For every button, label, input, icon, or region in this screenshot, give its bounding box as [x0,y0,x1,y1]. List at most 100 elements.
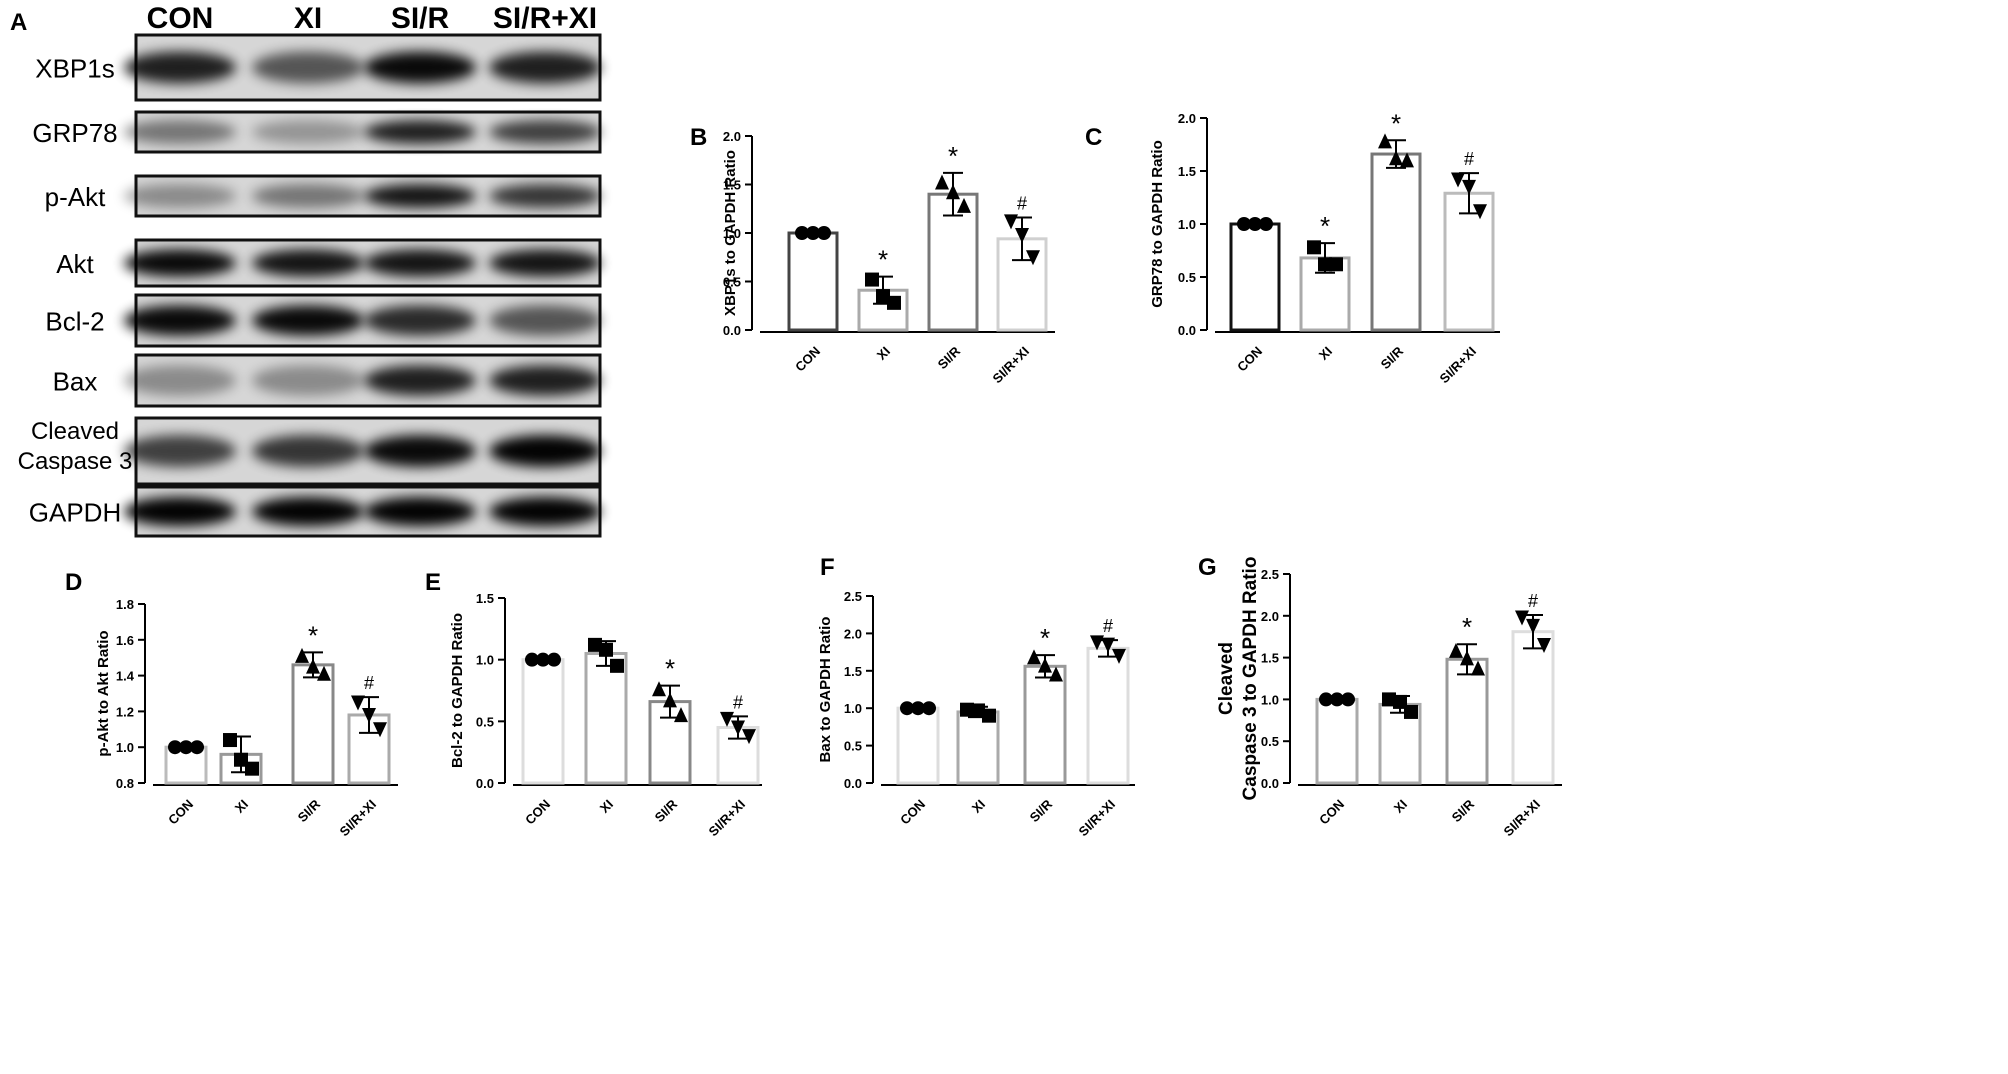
data-point [547,652,561,667]
band [124,184,236,208]
data-point [179,740,193,755]
data-point [922,701,936,716]
protein-label: GRP78 [32,118,117,148]
data-point [1330,692,1344,707]
x-tick-label: XI [1316,344,1335,363]
significance-mark: # [1017,193,1027,213]
data-point [362,707,376,723]
data-point [588,637,602,652]
band [252,435,364,467]
x-tick-label: SI/R [1449,796,1478,825]
x-tick-label: SI/R [1378,343,1407,372]
data-point [1307,240,1321,255]
data-point [168,740,182,755]
bar [521,658,565,785]
band [489,305,601,336]
band [124,120,236,144]
x-tick-label: CON [897,797,928,828]
data-point [720,711,734,727]
x-tick-label: SI/R [1027,796,1056,825]
x-tick-label: SI/R [935,343,964,372]
y-tick-label: 0.5 [476,714,494,729]
y-axis-label: Bax to GAPDH Ratio [817,617,834,763]
data-point [1259,217,1273,231]
x-tick-label: SI/R [295,796,324,825]
y-tick-label: 2.5 [844,589,862,604]
significance-mark: # [364,673,374,693]
y-tick-label: 1.6 [116,633,134,648]
data-point [1237,217,1251,231]
data-point [900,701,914,716]
x-tick-label: XI [969,797,988,816]
data-point [536,652,550,667]
data-point [190,740,204,755]
data-point [876,289,890,304]
y-tick-label: 1.5 [476,591,494,606]
panel-label: B [690,124,707,151]
data-point [317,665,331,681]
x-tick-label: SI/R+XI [990,344,1033,387]
y-tick-label: 0.5 [844,739,862,754]
y-tick-label: 0.0 [476,776,494,791]
lane-label: SI/R+XI [493,2,597,35]
data-point [960,702,974,717]
x-tick-label: CON [522,797,553,828]
data-point [234,752,248,767]
significance-mark: # [1528,591,1538,611]
data-point [887,295,901,310]
data-point [599,642,613,657]
bar [1445,657,1489,785]
y-tick-label: 0.8 [116,776,134,791]
y-tick-label: 1.4 [116,669,135,684]
data-point [1049,666,1063,682]
panel-label: A [10,9,27,36]
y-axis-label: p-Akt to Akt Ratio [95,630,112,756]
data-point [1329,257,1343,272]
protein-label: Caspase 3 [18,448,133,475]
data-point [1404,704,1418,719]
x-tick-label: CON [165,797,196,828]
x-tick-label: SI/R [652,796,681,825]
data-point [663,692,677,708]
y-tick-label: 1.8 [116,597,134,612]
significance-mark: * [878,245,888,275]
data-point [1462,179,1476,195]
protein-label: XBP1s [35,54,115,84]
data-point [935,174,949,190]
y-axis-label: Cleaved [1216,642,1237,715]
band [124,51,236,84]
band [489,184,601,208]
x-tick-label: SI/R+XI [337,797,380,840]
lane-label: CON [147,2,214,35]
x-tick-label: XI [232,797,251,816]
band [489,51,601,84]
data-point [1378,133,1392,149]
band [364,435,476,467]
band [364,51,476,84]
data-point [1393,694,1407,709]
data-point [806,226,820,240]
data-point [1526,618,1540,634]
protein-label: Akt [56,249,94,279]
data-point [1451,172,1465,188]
bar [584,652,628,785]
band [364,120,476,144]
band [489,365,601,396]
data-point [982,708,996,723]
protein-label: Bax [53,367,98,397]
y-tick-label: 1.0 [723,226,741,241]
panel-label: G [1198,554,1217,581]
data-point [795,226,809,240]
band [489,435,601,467]
x-tick-label: XI [1391,797,1410,816]
data-point [946,184,960,200]
significance-mark: * [948,141,958,171]
bar [1023,664,1067,785]
x-tick-label: CON [1234,344,1265,375]
y-tick-label: 1.5 [1178,164,1196,179]
data-point [1101,637,1115,653]
data-point [1090,635,1104,651]
band [364,249,476,277]
band [252,249,364,277]
